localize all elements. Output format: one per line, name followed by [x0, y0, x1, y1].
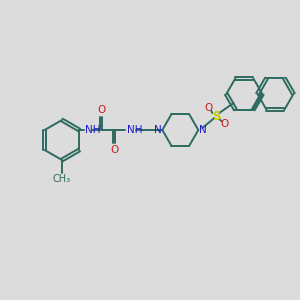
- Text: CH₃: CH₃: [53, 174, 71, 184]
- Text: N: N: [199, 125, 207, 135]
- Text: NH: NH: [127, 125, 143, 135]
- Text: S: S: [212, 110, 220, 122]
- Text: O: O: [204, 103, 212, 113]
- Text: O: O: [110, 145, 118, 155]
- Text: O: O: [220, 119, 228, 129]
- Text: N: N: [154, 125, 161, 135]
- Text: NH: NH: [85, 125, 101, 135]
- Text: O: O: [97, 105, 105, 115]
